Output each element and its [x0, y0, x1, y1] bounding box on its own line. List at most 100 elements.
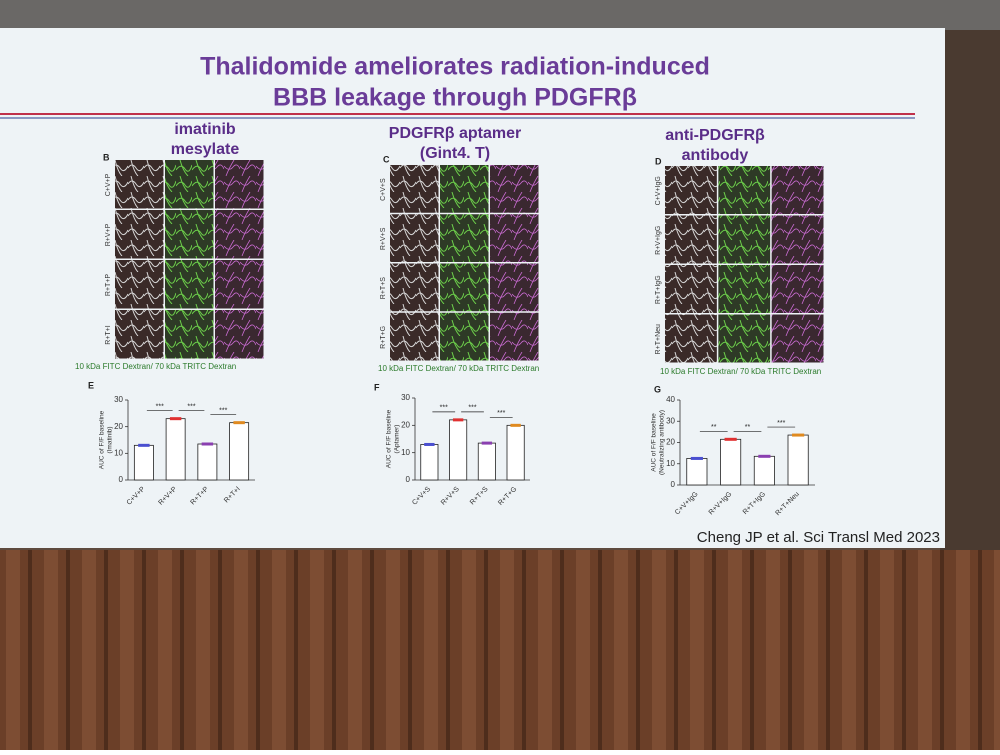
image-caption: 10 kDa FITC Dextran/ 70 kDa TRITC Dextra… — [75, 362, 236, 371]
micrograph-tile — [771, 166, 824, 214]
bar — [229, 422, 250, 481]
row-label: R+T+S — [380, 277, 387, 300]
column-heading: mesylate — [171, 141, 240, 158]
panel-letter: D — [655, 156, 662, 166]
micrograph-tile — [115, 210, 164, 259]
y-axis-label: AUC of F/F baseline — [651, 413, 658, 472]
chart-letter: E — [88, 380, 94, 390]
significance-stars: *** — [777, 420, 785, 427]
row-label: R+V+S — [380, 227, 387, 250]
y-axis-label: AUC of F/F baseline — [99, 410, 106, 469]
significance-stars: *** — [468, 405, 476, 412]
row-label: C+V+P — [105, 173, 112, 196]
slide-content: Thalidomide ameliorates radiation-induce… — [0, 53, 940, 546]
micrograph-tile — [771, 215, 824, 264]
micrograph-tile — [490, 165, 539, 213]
micrograph-tile — [115, 160, 164, 209]
bar — [165, 418, 186, 481]
micrograph-tile — [115, 310, 164, 359]
citation: Cheng JP et al. Sci Transl Med 2023 — [697, 529, 940, 546]
micrograph-tile — [718, 166, 771, 214]
side-wall — [940, 30, 1000, 550]
bar — [133, 444, 154, 481]
bar — [420, 444, 439, 481]
y-tick-label: 20 — [114, 422, 123, 431]
chart-letter: G — [654, 384, 661, 394]
row-label: R+T+Neu — [655, 324, 662, 354]
row-label: C+V+S — [380, 178, 387, 201]
row-label: R+T+P — [105, 274, 112, 297]
micrograph-tile — [440, 263, 489, 312]
bar — [787, 434, 809, 486]
y-tick-label: 20 — [666, 438, 675, 447]
micrograph-tile — [718, 265, 771, 313]
micrograph-tile — [771, 265, 824, 313]
column-heading: anti-PDGFRβ — [665, 127, 765, 144]
micrograph-tile — [490, 214, 539, 262]
micrograph-tile — [215, 260, 264, 309]
bar — [477, 442, 496, 481]
micrograph-tile — [665, 166, 717, 214]
y-tick-label: 0 — [406, 475, 411, 484]
significance-stars: *** — [219, 408, 227, 415]
panel-letter: C — [383, 154, 390, 164]
micrograph-tile — [215, 310, 264, 359]
micrograph-tile — [440, 312, 489, 361]
chart-letter: F — [374, 382, 380, 392]
micrograph-tile — [165, 210, 214, 259]
significance-stars: *** — [187, 404, 195, 411]
y-axis-label: (Imatinib) — [107, 426, 114, 453]
significance-stars: ** — [711, 424, 717, 431]
micrograph-tile — [718, 215, 771, 264]
panel-letter: B — [103, 152, 110, 162]
micrograph-tile — [440, 214, 489, 262]
micrograph-tile — [490, 263, 539, 312]
y-tick-label: 0 — [119, 475, 124, 484]
y-tick-label: 10 — [114, 448, 123, 457]
y-axis-label: AUC of F/F baseline — [386, 409, 393, 468]
y-tick-label: 30 — [401, 393, 410, 402]
micrograph-tile — [490, 312, 539, 361]
title-line: Thalidomide ameliorates radiation-induce… — [200, 53, 710, 81]
y-tick-label: 10 — [666, 459, 675, 468]
y-tick-label: 0 — [671, 480, 676, 489]
image-caption: 10 kDa FITC Dextran/ 70 kDa TRITC Dextra… — [378, 364, 539, 373]
significance-stars: *** — [497, 410, 505, 417]
micrograph-tile — [165, 160, 214, 209]
y-tick-label: 40 — [666, 395, 675, 404]
y-axis-label: (Aptamer) — [394, 425, 401, 454]
column-heading: (Gint4. T) — [420, 145, 490, 162]
micrograph-tile — [215, 160, 264, 209]
micrograph-tile — [665, 314, 717, 363]
title-line: BBB leakage through PDGFRβ — [273, 84, 637, 112]
micrograph-tile — [165, 260, 214, 309]
row-label: R+V+IgG — [655, 226, 662, 255]
image-caption: 10 kDa FITC Dextran/ 70 kDa TRITC Dextra… — [660, 367, 821, 376]
curtain — [0, 550, 1000, 750]
column-heading: antibody — [682, 147, 749, 164]
bar — [686, 458, 708, 486]
micrograph-tile — [390, 165, 439, 213]
micrograph-tile — [215, 210, 264, 259]
column-heading: imatinib — [174, 121, 236, 138]
micrograph-tile — [390, 312, 439, 361]
micrograph-tile — [771, 314, 824, 363]
bar — [449, 419, 468, 481]
row-label: R+T+G — [380, 326, 387, 349]
y-axis-label: (Neutralizing antibody) — [659, 410, 666, 475]
significance-stars: *** — [440, 405, 448, 412]
micrograph-tile — [390, 263, 439, 312]
bar — [753, 455, 775, 486]
row-label: C+V+IgG — [655, 176, 662, 205]
micrograph-tile — [440, 165, 489, 213]
bar — [197, 443, 218, 481]
row-label: R+T+IgG — [655, 275, 662, 304]
significance-stars: ** — [745, 424, 751, 431]
micrograph-tile — [665, 215, 717, 264]
y-tick-label: 10 — [401, 448, 410, 457]
y-tick-label: 30 — [114, 395, 123, 404]
bar — [720, 438, 742, 486]
significance-stars: *** — [156, 404, 164, 411]
micrograph-tile — [718, 314, 771, 363]
